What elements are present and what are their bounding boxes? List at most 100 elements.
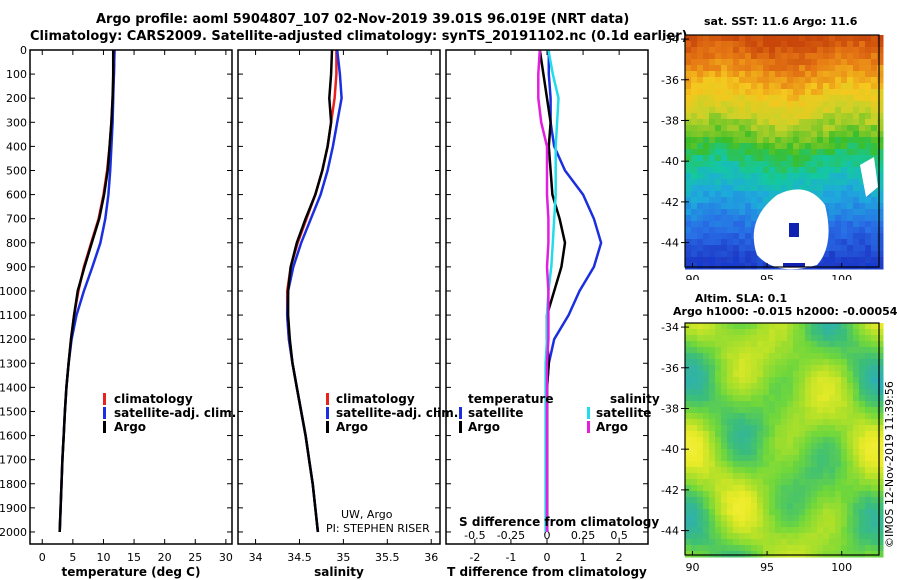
map-cell [865,209,872,216]
map-cell [739,83,746,90]
map-cell [847,125,854,132]
map-cell [841,101,848,108]
map-cell [829,425,836,432]
map-cell [799,113,806,120]
deep-patch [783,263,805,267]
map-cell [877,173,884,180]
map-cell [691,119,698,126]
legend-t-satellite-swatch [459,407,462,419]
map-cell [739,137,746,144]
map-cell [745,527,752,534]
map-cell [763,131,770,138]
map-cell [709,263,716,270]
map-cell [691,365,698,372]
map-cell [805,173,812,180]
map-cell [865,41,872,48]
map-cell [829,401,836,408]
map-cell [871,401,878,408]
map-cell [841,485,848,492]
map-cell [811,161,818,168]
map-cell [793,335,800,342]
map-cell [727,473,734,480]
map-cell [781,329,788,336]
map-cell [703,341,710,348]
map-cell [703,89,710,96]
map-cell [715,137,722,144]
map-cell [865,155,872,162]
map-cell [823,65,830,72]
map-cell [697,161,704,168]
map-cell [835,197,842,204]
map-cell [769,323,776,330]
map-cell [757,407,764,414]
map-cell [841,173,848,180]
map-cell [847,479,854,486]
map-cell [757,497,764,504]
map-cell [793,359,800,366]
map-cell [739,251,746,258]
map-cell [757,515,764,522]
map-cell [727,197,734,204]
map-cell [835,341,842,348]
map-cell [823,437,830,444]
map-cell [835,485,842,492]
map-cell [715,539,722,546]
map-cell [733,533,740,540]
map-cell [703,173,710,180]
map-cell [859,449,866,456]
map-cell [721,71,728,78]
map-cell [877,119,884,126]
map-cell [787,497,794,504]
map-cell [859,407,866,414]
map-cell [865,515,872,522]
map-cell [769,539,776,546]
map-cell [757,197,764,204]
x-tick-label: 5 [69,551,76,564]
difference-xlabel: T difference from climatology [447,565,647,579]
map-cell [847,503,854,510]
map-cell [817,191,824,198]
map-cell [715,191,722,198]
map-cell [847,551,854,558]
map-cell [739,377,746,384]
map-cell [787,95,794,102]
map-cell [703,479,710,486]
map-cell [721,485,728,492]
map-cell [721,185,728,192]
map-cell [769,395,776,402]
map-cell [757,461,764,468]
map-cell [745,401,752,408]
map-cell [733,185,740,192]
map-cell [733,551,740,558]
map-cell [733,263,740,270]
map-cell [751,515,758,522]
map-cell [715,143,722,150]
map-cell [769,503,776,510]
map-cell [835,179,842,186]
map-cell [799,515,806,522]
map-cell [703,335,710,342]
map-cell [877,77,884,84]
map-cell [859,89,866,96]
map-cell [811,41,818,48]
map-cell [775,539,782,546]
map-cell [871,107,878,114]
map-cell [799,539,806,546]
map-cell [721,167,728,174]
map-cell [697,197,704,204]
map-cell [853,413,860,420]
map-cell [823,185,830,192]
map-cell [685,443,692,450]
map-cell [829,443,836,450]
legend-satellite-swatch [326,407,329,419]
map-cell [697,143,704,150]
map-cell [793,443,800,450]
map-cell [769,473,776,480]
map-cell [763,443,770,450]
map-cell [775,443,782,450]
map-cell [853,65,860,72]
map-cell [811,71,818,78]
map-cell [751,539,758,546]
map-cell [691,239,698,246]
map-cell [805,167,812,174]
